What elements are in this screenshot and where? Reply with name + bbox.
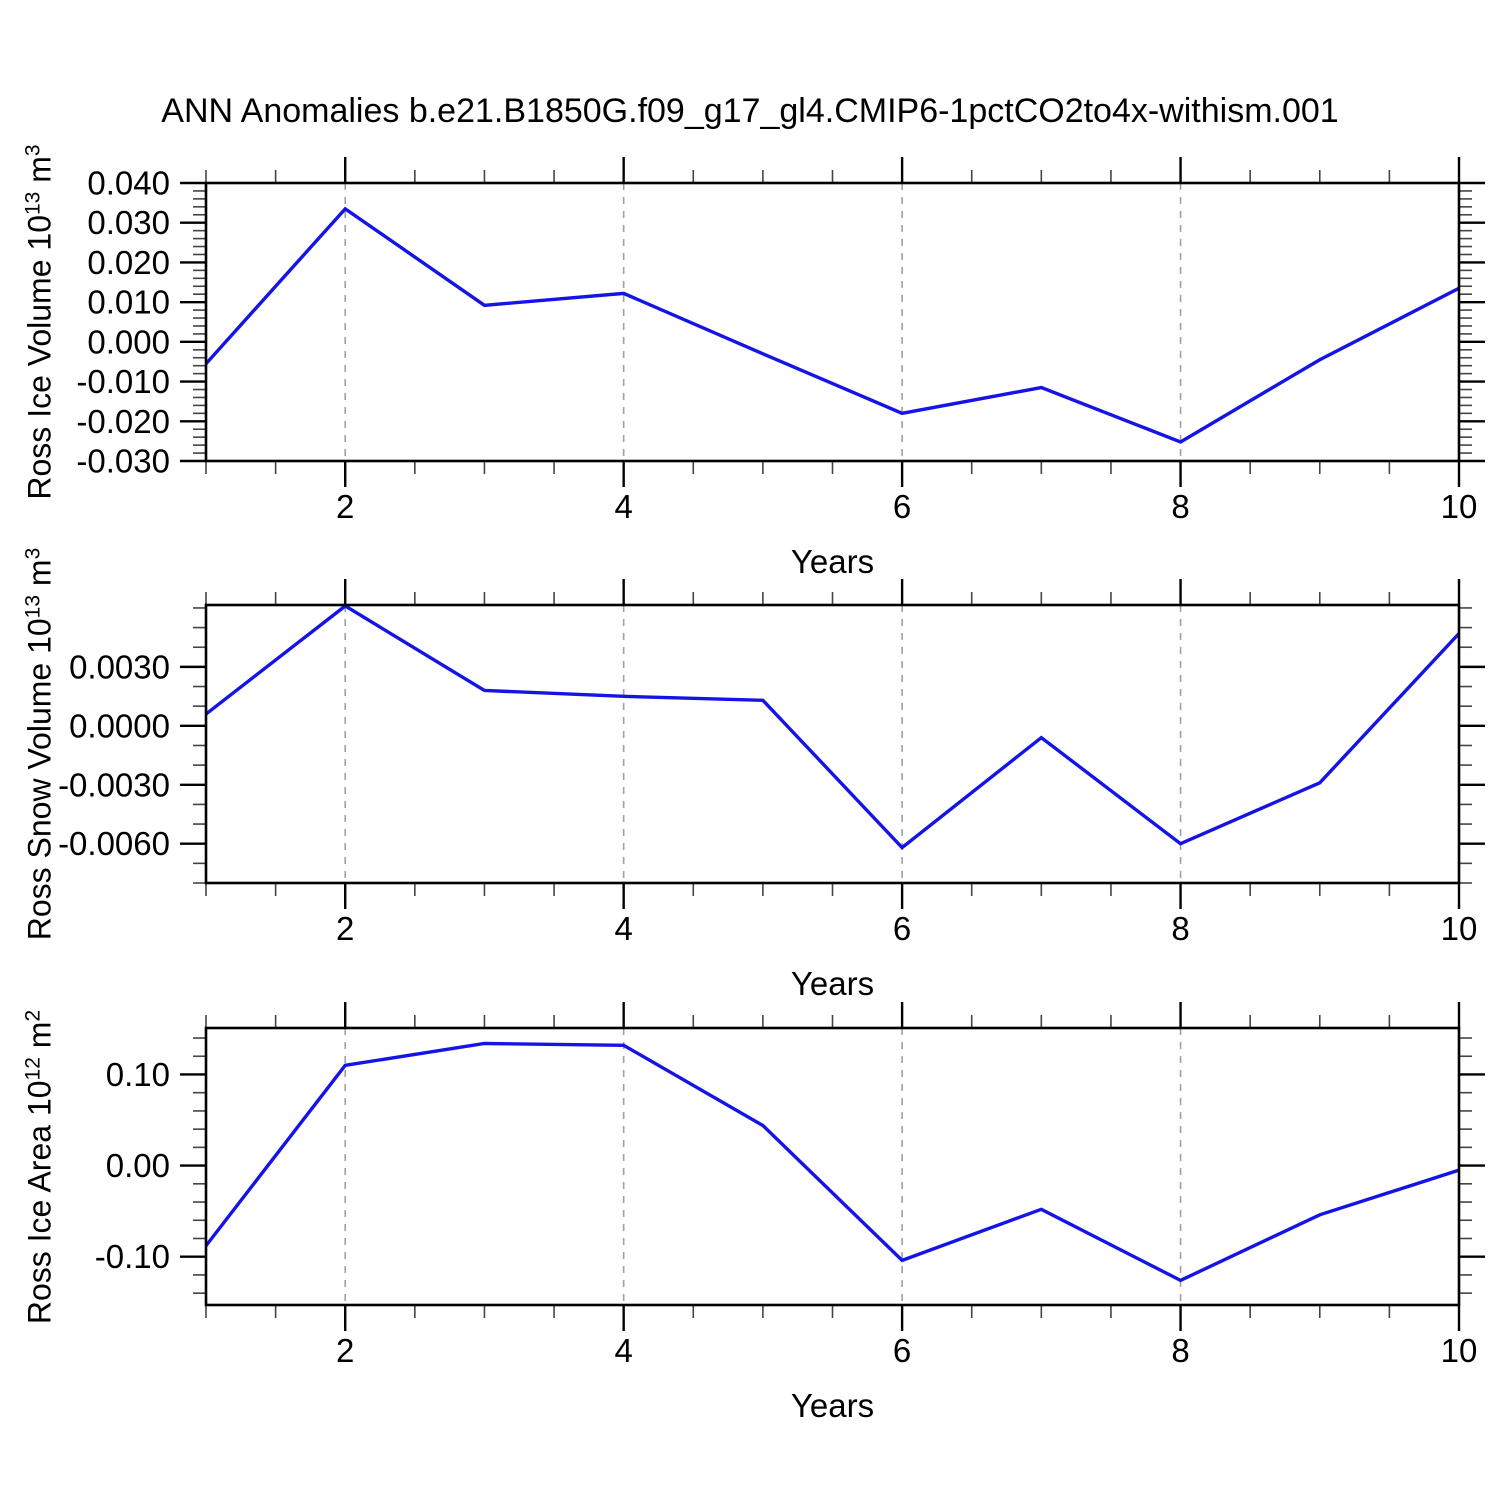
exponent: 12 — [21, 1057, 45, 1081]
y-tick-label: -0.0060 — [58, 825, 170, 862]
plot-frame — [204, 603, 1461, 885]
y-tick-label: 0.000 — [87, 323, 170, 360]
y-tick-label: 0.0000 — [69, 707, 170, 744]
y-tick-label: 0.010 — [87, 284, 170, 321]
x-tick-label: 2 — [336, 910, 354, 947]
y-tick-label: 0.00 — [106, 1147, 170, 1184]
y-axis-title-text: Ross Ice Area 10 — [21, 1080, 58, 1325]
data-series-line — [204, 206, 1460, 444]
y-tick-label: -0.0030 — [58, 766, 170, 803]
x-axis-title-2: Years — [790, 965, 875, 1002]
x-tick-label: 2 — [336, 1332, 354, 1369]
x-tick-label: 6 — [893, 488, 911, 525]
x-tick-label: 10 — [1441, 910, 1478, 947]
unit-exponent: 3 — [21, 547, 45, 560]
x-axis-title-3: Years — [790, 1387, 875, 1424]
x-tick-label: 8 — [1171, 910, 1189, 947]
y-tick-label: 0.020 — [87, 244, 170, 281]
figure-title: ANN Anomalies b.e21.B1850G.f09_g17_gl4.C… — [161, 92, 1339, 130]
y-tick-label: 0.10 — [106, 1056, 170, 1093]
y-tick-label: 0.040 — [87, 165, 170, 202]
unit: m — [21, 1021, 58, 1058]
x-tick-label: 8 — [1171, 488, 1189, 525]
plot-frame — [204, 1026, 1461, 1307]
data-series-line — [204, 603, 1461, 850]
plot-frame — [204, 181, 1461, 463]
unit-exponent: 2 — [21, 1009, 45, 1022]
exponent: 13 — [21, 191, 45, 215]
y-axis-title-text: Ross Ice Volume 10 — [21, 215, 58, 500]
exponent: 13 — [21, 594, 45, 619]
x-tick-label: 10 — [1441, 488, 1478, 525]
unit: m — [21, 559, 58, 595]
x-tick-label: 4 — [614, 488, 632, 525]
y-tick-label: 0.0030 — [69, 648, 170, 685]
data-series-line — [204, 1041, 1460, 1283]
x-tick-label: 2 — [336, 488, 354, 525]
y-axis-title-ice-volume: Ross Ice Volume 1013 m3 — [22, 144, 59, 499]
x-axis-title-1: Years — [790, 543, 875, 580]
y-tick-label: -0.030 — [76, 443, 170, 480]
x-tick-label: 8 — [1171, 1332, 1189, 1369]
y-tick-label: -0.10 — [95, 1238, 170, 1275]
x-tick-label: 4 — [614, 1332, 632, 1369]
unit-exponent: 3 — [21, 144, 45, 157]
x-tick-label: 4 — [614, 910, 632, 947]
y-tick-label: -0.020 — [76, 403, 170, 440]
y-axis-title-snow-volume: Ross Snow Volume 1013 m3 — [22, 548, 59, 941]
y-tick-label: 0.030 — [87, 204, 170, 241]
y-tick-label: -0.010 — [76, 363, 170, 400]
x-tick-label: 6 — [893, 910, 911, 947]
x-tick-label: 6 — [893, 1332, 911, 1369]
y-axis-title-ice-area: Ross Ice Area 1012 m2 — [22, 1010, 59, 1324]
y-axis-title-text: Ross Snow Volume 10 — [21, 618, 58, 941]
x-tick-label: 10 — [1441, 1332, 1478, 1369]
unit: m — [21, 156, 58, 192]
